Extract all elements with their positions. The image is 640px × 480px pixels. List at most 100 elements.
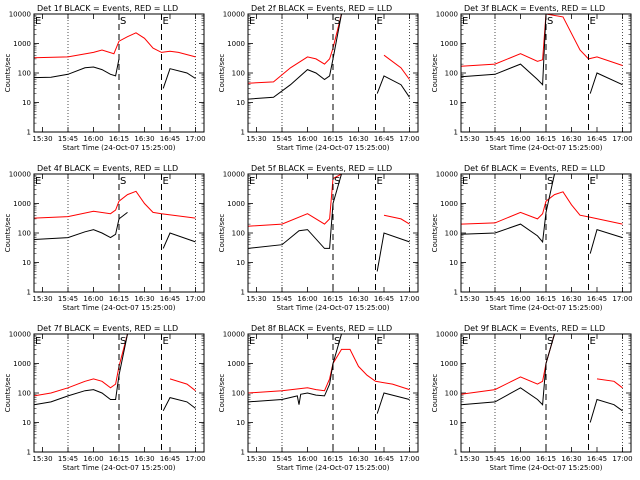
y-tick-label: 1000 [13,360,31,368]
event-marker-label: E [377,16,383,27]
panel-7: Det 7f BLACK = Events, RED = LLD Counts/s… [4,324,206,472]
y-tick-label: 100 [18,390,31,398]
x-tick-label: 16:30 [134,135,154,143]
x-tick-label: 17:00 [399,295,419,303]
event-marker-label: E [249,16,255,27]
x-tick-label: 16:30 [561,295,581,303]
y-tick-label: 1000 [440,360,458,368]
x-tick-label: 16:45 [374,455,394,463]
y-tick-label: 10000 [436,331,458,339]
x-tick-label: 15:30 [32,455,52,463]
y-tick-label: 10 [449,259,458,267]
x-tick-label: 16:45 [374,135,394,143]
y-tick-label: 10 [22,419,31,427]
x-axis-label: Start Time (24-Oct-07 15:25:00) [490,464,603,472]
y-tick-label: 1 [454,129,458,137]
event-marker-label: S [120,336,126,347]
x-tick-label: 16:30 [348,455,368,463]
y-axis-label: Counts/sec [4,54,12,93]
plot-frame [247,333,419,453]
x-tick-label: 16:15 [109,455,129,463]
y-axis-label: Counts/sec [431,374,439,413]
events-series-line [34,58,196,89]
event-marker-label: S [334,16,340,27]
y-tick-label: 1000 [227,40,245,48]
y-tick-label: 1 [454,289,458,297]
x-tick-label: 16:15 [323,455,343,463]
x-tick-label: 15:45 [58,135,78,143]
x-tick-label: 16:15 [536,295,556,303]
y-axis-label: Counts/sec [4,214,12,253]
panel-title: Det 4f BLACK = Events, RED = LLD [37,164,178,173]
x-axis-label: Start Time (24-Oct-07 15:25:00) [63,464,176,472]
y-axis-label: Counts/sec [218,214,226,253]
lld-series-line [461,191,623,225]
x-tick-label: 16:00 [297,135,317,143]
event-marker-label: S [547,336,553,347]
x-axis-label: Start Time (24-Oct-07 15:25:00) [63,144,176,152]
y-tick-label: 10000 [9,171,31,179]
x-tick-label: 16:15 [536,135,556,143]
event-marker-label: E [377,336,383,347]
x-tick-label: 16:15 [109,295,129,303]
x-tick-label: 17:00 [185,135,205,143]
lld-series-line [248,174,410,227]
x-tick-label: 16:45 [587,455,607,463]
x-tick-label: 15:45 [58,455,78,463]
y-tick-label: 10000 [223,331,245,339]
panel-9: Det 9f BLACK = Events, RED = LLD Counts/s… [431,324,633,472]
lld-series-line [461,14,623,67]
x-tick-label: 16:15 [323,135,343,143]
x-tick-label: 16:15 [536,455,556,463]
x-axis-label: Start Time (24-Oct-07 15:25:00) [63,304,176,312]
panel-title: Det 2f BLACK = Events, RED = LLD [251,4,392,13]
event-marker-label: E [163,176,169,187]
event-marker-label: E [590,176,596,187]
event-marker-label: E [35,176,41,187]
y-tick-label: 10000 [223,11,245,19]
panel-4: Det 4f BLACK = Events, RED = LLD Counts/s… [4,164,206,312]
y-tick-label: 100 [445,390,458,398]
x-tick-label: 15:30 [459,295,479,303]
x-tick-label: 16:30 [561,135,581,143]
event-marker-label: S [547,16,553,27]
plot-frame [460,333,632,453]
y-tick-label: 10 [22,259,31,267]
x-tick-label: 16:30 [348,135,368,143]
y-tick-label: 100 [445,230,458,238]
y-tick-label: 100 [232,390,245,398]
x-tick-label: 15:45 [272,135,292,143]
y-axis-label: Counts/sec [4,374,12,413]
x-axis-label: Start Time (24-Oct-07 15:25:00) [277,464,390,472]
x-tick-label: 17:00 [612,455,632,463]
y-tick-label: 10 [236,259,245,267]
event-marker-label: E [462,336,468,347]
x-axis-label: Start Time (24-Oct-07 15:25:00) [490,304,603,312]
y-tick-label: 1000 [13,200,31,208]
y-tick-label: 1 [27,129,31,137]
x-tick-label: 16:30 [134,455,154,463]
event-marker-label: E [590,336,596,347]
event-marker-label: E [249,336,255,347]
x-axis-label: Start Time (24-Oct-07 15:25:00) [277,144,390,152]
plot-frame [33,333,205,453]
x-tick-label: 17:00 [399,455,419,463]
x-tick-label: 16:15 [109,135,129,143]
x-tick-label: 17:00 [185,455,205,463]
x-tick-label: 15:30 [246,295,266,303]
plot-frame [460,13,632,133]
y-tick-label: 1 [241,129,245,137]
event-marker-label: E [163,16,169,27]
events-series-line [248,174,410,272]
x-axis-label: Start Time (24-Oct-07 15:25:00) [277,304,390,312]
y-tick-label: 1 [27,289,31,297]
y-tick-label: 1 [241,449,245,457]
x-tick-label: 15:30 [459,455,479,463]
panel-8: Det 8f BLACK = Events, RED = LLD Counts/s… [218,324,420,472]
x-tick-label: 15:45 [272,295,292,303]
x-tick-label: 16:00 [83,135,103,143]
x-tick-label: 16:45 [160,455,180,463]
y-tick-label: 1000 [13,40,31,48]
plot-frame [247,173,419,293]
panel-title: Det 3f BLACK = Events, RED = LLD [464,4,605,13]
